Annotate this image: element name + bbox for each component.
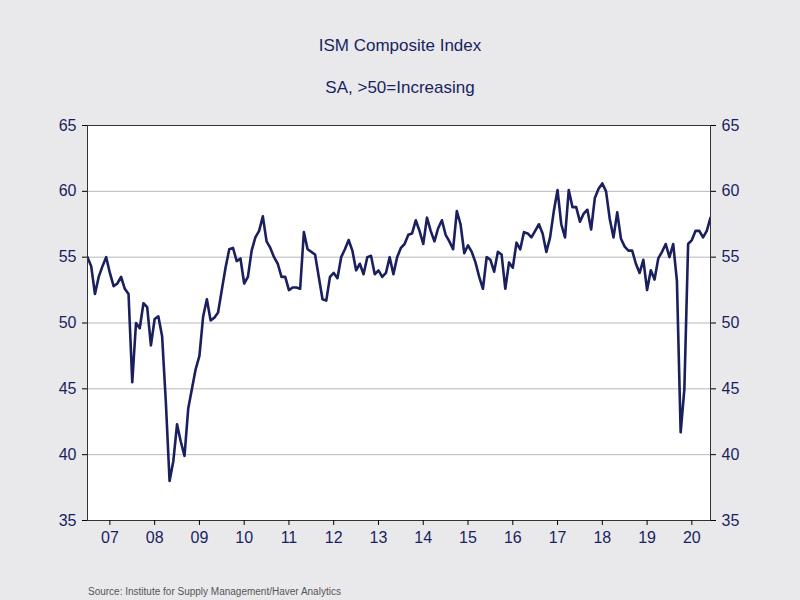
html-text:Source: Institute for Supply M: Source: Institute for Supply Management/…: [88, 586, 341, 597]
svg-text:60: 60: [59, 182, 77, 199]
svg-text:50: 50: [722, 314, 740, 331]
svg-text:10: 10: [235, 529, 253, 546]
svg-text:45: 45: [722, 380, 740, 397]
svg-text:65: 65: [59, 117, 77, 134]
svg-text:60: 60: [722, 182, 740, 199]
svg-text:16: 16: [504, 529, 522, 546]
svg-text:55: 55: [59, 248, 77, 265]
html-text:SA, >50=Increasing: SA, >50=Increasing: [325, 78, 475, 97]
svg-text:12: 12: [325, 529, 343, 546]
svg-text:14: 14: [414, 529, 432, 546]
svg-text:17: 17: [549, 529, 567, 546]
svg-text:40: 40: [59, 446, 77, 463]
svg-text:15: 15: [459, 529, 477, 546]
svg-text:19: 19: [638, 529, 656, 546]
svg-text:40: 40: [722, 446, 740, 463]
svg-text:45: 45: [59, 380, 77, 397]
svg-text:18: 18: [593, 529, 611, 546]
svg-text:07: 07: [101, 529, 119, 546]
svg-text:65: 65: [722, 117, 740, 134]
svg-text:55: 55: [722, 248, 740, 265]
svg-text:13: 13: [370, 529, 388, 546]
svg-text:08: 08: [146, 529, 164, 546]
svg-text:09: 09: [191, 529, 209, 546]
svg-text:11: 11: [281, 529, 298, 546]
html-text:ISM Composite Index: ISM Composite Index: [318, 36, 482, 55]
svg-text:35: 35: [722, 512, 740, 529]
svg-text:50: 50: [59, 314, 77, 331]
svg-text:35: 35: [59, 512, 77, 529]
svg-text:20: 20: [683, 529, 701, 546]
